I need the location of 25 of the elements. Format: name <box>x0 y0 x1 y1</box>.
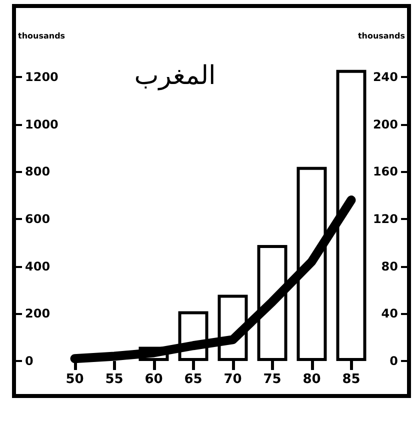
y2-tick-label: 240 <box>372 70 398 84</box>
y-tick-label: 0 <box>25 354 34 368</box>
y-tick-label: 800 <box>25 164 50 179</box>
x-tick-label: 55 <box>105 372 124 387</box>
y-tick-label: 600 <box>25 212 50 226</box>
x-tick-label: 70 <box>224 372 242 387</box>
y2-tick-label: 200 <box>372 117 398 132</box>
y-tick-label: 200 <box>25 306 50 321</box>
y-tick-label: 1200 <box>25 70 58 84</box>
y2-tick-label: 0 <box>390 354 398 368</box>
x-tick-label: 80 <box>302 372 321 387</box>
y2-tick-label: 40 <box>381 306 398 321</box>
y2-axis-title: thousands <box>358 32 406 40</box>
x-tick-label: 75 <box>263 372 282 387</box>
x-tick-label: 85 <box>342 372 360 387</box>
x-tick-label: 50 <box>66 372 84 387</box>
y2-tick-label: 160 <box>372 164 398 179</box>
y-tick-label: 1000 <box>25 117 58 132</box>
y2-tick-label: 80 <box>381 259 398 274</box>
y2-tick-label: 120 <box>372 212 398 226</box>
text: المغرب <box>134 61 216 91</box>
y-tick-label: 400 <box>25 259 50 274</box>
x-tick-label: 65 <box>184 372 202 387</box>
y-axis-title: thousands <box>18 32 66 40</box>
x-tick-label: 60 <box>144 372 163 387</box>
